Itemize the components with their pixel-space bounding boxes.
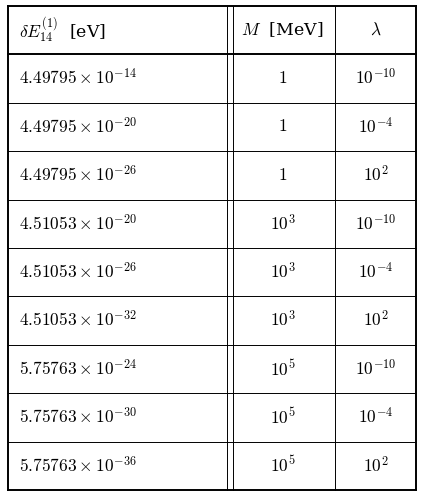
Text: $5.75763 \times 10^{-30}$: $5.75763 \times 10^{-30}$ bbox=[19, 407, 137, 428]
Text: $M$  [MeV]: $M$ [MeV] bbox=[241, 21, 324, 40]
Text: $\lambda$: $\lambda$ bbox=[370, 22, 381, 39]
Text: $10^{2}$: $10^{2}$ bbox=[363, 310, 388, 331]
Text: $4.49795 \times 10^{-14}$: $4.49795 \times 10^{-14}$ bbox=[19, 68, 137, 89]
Text: $10^{3}$: $10^{3}$ bbox=[270, 310, 296, 331]
Text: $10^{-4}$: $10^{-4}$ bbox=[358, 117, 393, 137]
Text: $4.51053 \times 10^{-26}$: $4.51053 \times 10^{-26}$ bbox=[19, 262, 137, 282]
Text: $10^{3}$: $10^{3}$ bbox=[270, 214, 296, 234]
Text: $10^{-4}$: $10^{-4}$ bbox=[358, 407, 393, 428]
Text: $1$: $1$ bbox=[278, 70, 287, 87]
Text: $10^{-10}$: $10^{-10}$ bbox=[355, 68, 396, 89]
Text: $1$: $1$ bbox=[278, 167, 287, 184]
Text: $4.51053 \times 10^{-32}$: $4.51053 \times 10^{-32}$ bbox=[19, 310, 137, 331]
Text: $10^{5}$: $10^{5}$ bbox=[270, 359, 296, 379]
Text: $10^{-4}$: $10^{-4}$ bbox=[358, 262, 393, 282]
Text: $10^{5}$: $10^{5}$ bbox=[270, 456, 296, 476]
Text: $10^{-10}$: $10^{-10}$ bbox=[355, 214, 396, 234]
Text: $5.75763 \times 10^{-24}$: $5.75763 \times 10^{-24}$ bbox=[19, 359, 137, 379]
Text: $4.49795 \times 10^{-20}$: $4.49795 \times 10^{-20}$ bbox=[19, 117, 137, 137]
Text: $10^{3}$: $10^{3}$ bbox=[270, 262, 296, 282]
Text: $10^{2}$: $10^{2}$ bbox=[363, 165, 388, 186]
Text: $10^{2}$: $10^{2}$ bbox=[363, 456, 388, 476]
Text: $10^{-10}$: $10^{-10}$ bbox=[355, 359, 396, 379]
Text: $5.75763 \times 10^{-36}$: $5.75763 \times 10^{-36}$ bbox=[19, 456, 137, 476]
Text: $1$: $1$ bbox=[278, 119, 287, 135]
Text: $4.51053 \times 10^{-20}$: $4.51053 \times 10^{-20}$ bbox=[19, 214, 137, 234]
Text: $\delta E_{14}^{(1)}$  [eV]: $\delta E_{14}^{(1)}$ [eV] bbox=[19, 16, 106, 45]
Text: $10^{5}$: $10^{5}$ bbox=[270, 407, 296, 428]
Text: $4.49795 \times 10^{-26}$: $4.49795 \times 10^{-26}$ bbox=[19, 165, 137, 186]
